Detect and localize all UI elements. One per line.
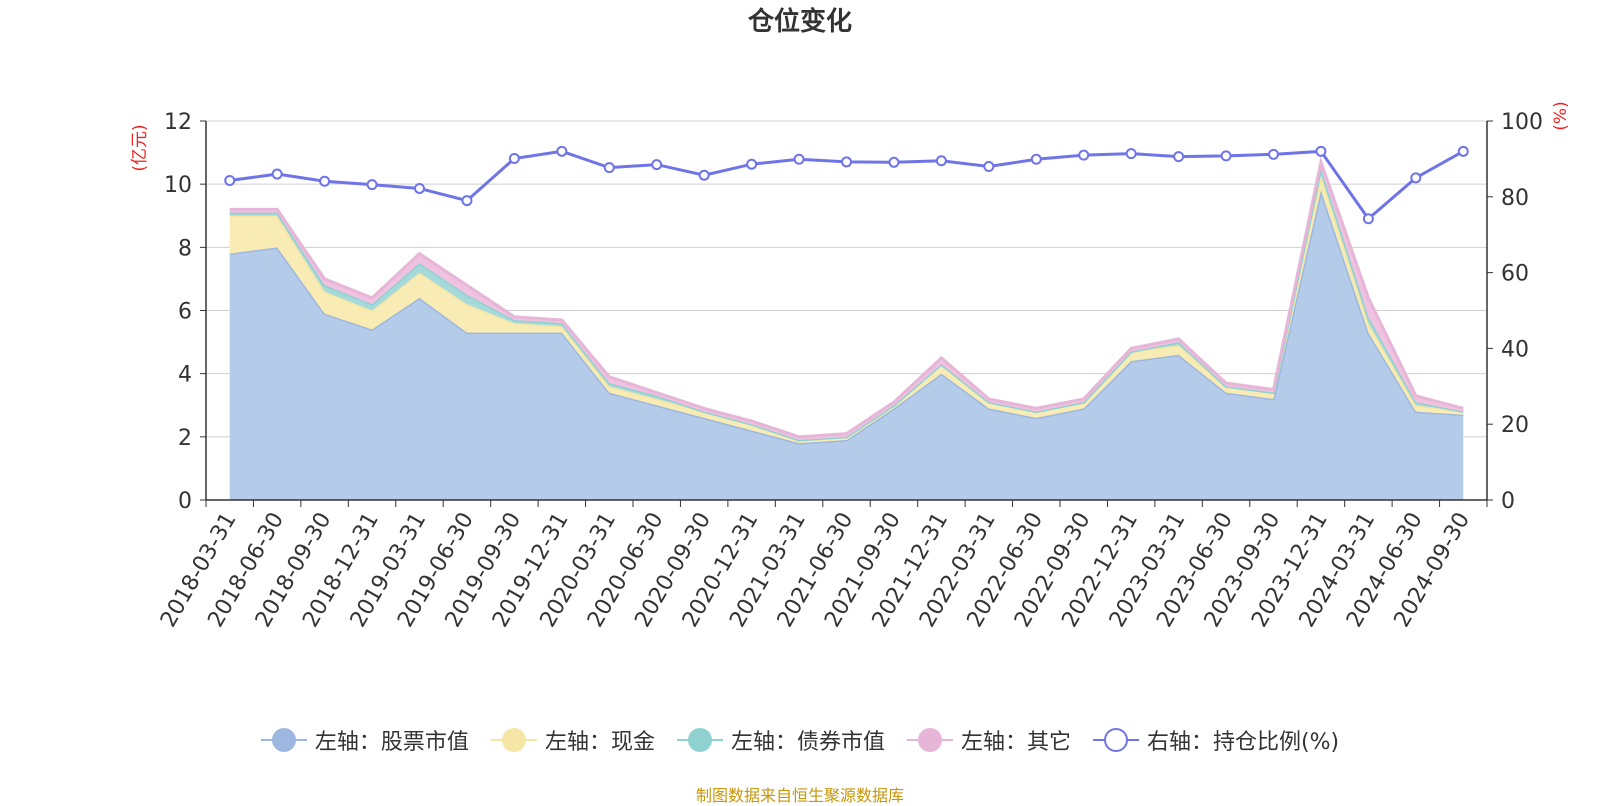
ratio-point [1268,148,1279,160]
right-tick-label: 80 [1501,186,1529,211]
ratio-point [414,182,425,194]
right-tick-label: 0 [1501,489,1515,514]
ratio-point [888,156,900,168]
left-tick-label: 8 [178,236,192,261]
ratio-point [1173,151,1185,163]
legend-ratio-icon [1092,727,1139,753]
ratio-point [224,175,236,187]
left-tick-label: 10 [164,173,192,198]
legend: 左轴：股票市值 左轴：现金 左轴：债券市值 左轴：其它 右轴：持仓比例(%) [0,720,1600,760]
ratio-point [1125,148,1137,160]
legend-item-other[interactable]: 左轴：其它 [906,724,1071,756]
legend-other-icon [906,727,953,753]
ratio-point [556,145,568,157]
left-tick-label: 4 [178,363,192,388]
ratio-point [698,169,710,181]
right-tick-label: 40 [1501,337,1529,362]
ratio-point [508,153,520,165]
ratio-point [366,179,378,191]
area-line-3 [229,156,1464,439]
ratio-point [271,168,283,180]
ratio-point [1410,172,1422,184]
left-axis-label: (亿元) [130,124,150,171]
ratio-point [1078,149,1090,161]
left-tick-label: 6 [178,300,192,325]
ratio-point [1220,150,1232,162]
ratio-point [793,153,805,165]
legend-cash-label: 左轴：现金 [544,730,655,755]
right-tick-label: 20 [1501,413,1529,438]
left-tick-label: 2 [178,426,192,451]
ratio-point [935,155,947,167]
legend-bond-icon [676,727,723,753]
legend-item-ratio[interactable]: 右轴：持仓比例(%) [1092,724,1340,756]
ratio-point [1457,145,1469,157]
left-tick-label: 0 [178,489,192,514]
legend-stock-icon [260,727,307,753]
ratio-point [319,175,331,187]
source-note: 制图数据来自恒生聚源数据库 [695,786,904,805]
area-2 [229,168,1464,440]
ratio-point [603,162,615,174]
area-0 [229,190,1464,500]
right-tick-label: 60 [1501,262,1529,287]
legend-other-label: 左轴：其它 [960,730,1071,755]
ratio-point [1362,213,1374,225]
right-axis-label: (%) [1551,101,1571,130]
legend-item-bond[interactable]: 左轴：债券市值 [676,724,885,756]
ratio-point [1315,145,1327,157]
ratio-point [651,159,663,171]
ratio-point [461,195,473,207]
ratio-point [841,156,852,168]
legend-item-cash[interactable]: 左轴：现金 [490,724,655,756]
ratio-point [1030,153,1042,165]
legend-ratio-label: 右轴：持仓比例(%) [1146,730,1340,755]
ratio-point [983,160,995,172]
legend-cash-icon [490,727,537,753]
stacked-areas [229,156,1464,500]
left-tick-label: 12 [164,110,192,135]
chart-title: 仓位变化 [747,7,852,37]
legend-item-stock[interactable]: 左轴：股票市值 [260,724,469,756]
ratio-point [746,158,758,170]
legend-bond-label: 左轴：债券市值 [730,730,885,755]
right-tick-label: 100 [1501,110,1543,135]
legend-stock-label: 左轴：股票市值 [314,730,469,755]
ratio-line [224,145,1469,225]
